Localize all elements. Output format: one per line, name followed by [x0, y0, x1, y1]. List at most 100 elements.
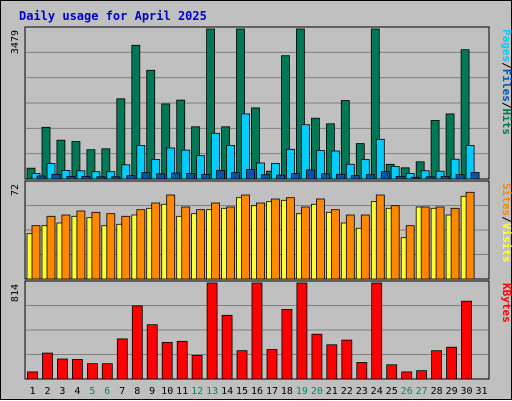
bar-kbytes-day-6 — [101, 363, 113, 380]
x-tick-label: 27 — [416, 386, 428, 397]
bar-sites-day-7 — [121, 215, 131, 280]
bar-sites-day-30 — [465, 191, 475, 280]
bar-files-day-28 — [435, 170, 445, 180]
bar-hits-day-8 — [131, 44, 141, 180]
x-tick-label: 22 — [341, 386, 353, 397]
bar-kbytes-day-28 — [431, 350, 443, 380]
x-tick-label: 25 — [386, 386, 398, 397]
bar-kbytes-day-5 — [87, 363, 98, 380]
bar-kbytes-day-29 — [446, 346, 458, 380]
x-tick-label: 15 — [236, 386, 248, 397]
bar-pages-day-23 — [365, 174, 375, 180]
bar-sites-day-6 — [106, 213, 116, 280]
bar-pages-day-4 — [81, 175, 91, 180]
legend-visits-sites: Sites/Visits — [500, 183, 512, 263]
bar-files-day-9 — [151, 159, 161, 180]
legend-entry: Files — [500, 69, 512, 102]
bar-files-day-22 — [345, 163, 355, 180]
bar-files-day-26 — [405, 172, 415, 180]
bar-files-day-21 — [330, 150, 340, 180]
legend-entry: / — [500, 62, 512, 69]
bar-files-day-16 — [256, 162, 265, 180]
bar-kbytes-day-26 — [401, 371, 413, 380]
bar-pages-day-17 — [276, 174, 285, 180]
bar-pages-day-19 — [305, 169, 315, 180]
bar-files-day-5 — [91, 171, 101, 180]
x-tick-label: 9 — [149, 386, 155, 397]
x-tick-label: 21 — [326, 386, 338, 397]
bar-kbytes-day-15 — [236, 350, 248, 380]
x-tick-label: 17 — [266, 386, 278, 397]
bar-pages-day-12 — [201, 173, 211, 180]
bar-pages-day-2 — [51, 173, 61, 180]
x-tick-label: 26 — [401, 386, 413, 397]
x-tick-label: 14 — [221, 386, 233, 397]
bar-files-day-15 — [241, 113, 250, 180]
bar-pages-day-24 — [380, 171, 390, 180]
x-tick-label: 4 — [74, 386, 80, 397]
bar-kbytes-day-24 — [371, 282, 383, 380]
bar-sites-day-11 — [181, 206, 191, 280]
bar-kbytes-day-1 — [27, 371, 38, 380]
bar-kbytes-day-20 — [311, 333, 323, 380]
bar-sites-day-21 — [330, 209, 340, 280]
bar-pages-day-21 — [335, 173, 345, 180]
bar-sites-day-15 — [241, 194, 250, 280]
bar-hits-day-30 — [460, 49, 470, 180]
bar-kbytes-day-7 — [116, 338, 128, 380]
bar-kbytes-day-14 — [221, 314, 233, 380]
bar-files-day-23 — [360, 159, 370, 180]
bar-files-day-18 — [286, 148, 295, 180]
bar-hits-day-16 — [251, 107, 260, 180]
x-tick-label: 31 — [475, 386, 487, 397]
bar-kbytes-day-11 — [176, 340, 188, 380]
bar-pages-day-15 — [246, 169, 255, 180]
bar-hits-day-22 — [340, 100, 350, 180]
bar-hits-day-29 — [445, 113, 455, 180]
bar-files-day-4 — [76, 170, 86, 180]
bar-kbytes-day-19 — [296, 282, 308, 380]
bar-pages-day-7 — [126, 175, 136, 180]
x-tick-label: 23 — [356, 386, 368, 397]
ymax-label: 814 — [10, 284, 21, 302]
bar-sites-day-28 — [435, 206, 445, 280]
bar-pages-day-10 — [171, 172, 181, 180]
bar-hits-day-18 — [281, 55, 290, 180]
bar-pages-day-1 — [36, 175, 46, 180]
bar-sites-day-14 — [226, 206, 236, 280]
bar-pages-day-8 — [141, 172, 151, 180]
bar-kbytes-day-3 — [57, 358, 68, 380]
x-tick-label: 10 — [161, 386, 173, 397]
bar-sites-day-5 — [91, 211, 101, 280]
bar-files-day-14 — [226, 144, 236, 180]
bar-pages-day-3 — [66, 175, 76, 180]
bar-pages-day-9 — [156, 173, 166, 180]
x-tick-label: 12 — [191, 386, 203, 397]
bar-kbytes-day-2 — [42, 352, 53, 380]
bar-hits-day-10 — [161, 103, 171, 180]
bar-hits-day-3 — [56, 139, 66, 180]
x-tick-label: 7 — [119, 386, 125, 397]
bar-sites-day-2 — [46, 215, 56, 280]
x-tick-label: 13 — [206, 386, 218, 397]
x-tick-label: 2 — [44, 386, 50, 397]
bar-sites-day-17 — [271, 198, 280, 280]
bar-hits-day-6 — [101, 148, 111, 180]
bar-pages-day-26 — [410, 176, 420, 180]
bar-files-day-2 — [46, 163, 56, 180]
bar-hits-day-5 — [86, 149, 96, 180]
x-tick-label: 18 — [281, 386, 293, 397]
bar-files-day-24 — [375, 138, 385, 180]
bar-pages-day-30 — [470, 172, 480, 180]
bar-pages-day-16 — [261, 174, 270, 180]
x-tick-label: 28 — [431, 386, 443, 397]
bar-pages-day-27 — [425, 176, 435, 180]
bar-hits-day-24 — [370, 28, 380, 180]
bar-files-day-6 — [106, 171, 116, 180]
bar-hits-day-28 — [430, 120, 440, 180]
bar-hits-day-20 — [310, 117, 320, 180]
bar-sites-day-27 — [420, 206, 430, 280]
bar-pages-day-11 — [186, 172, 196, 180]
bar-kbytes-day-25 — [386, 364, 398, 380]
bar-sites-day-23 — [360, 214, 370, 280]
